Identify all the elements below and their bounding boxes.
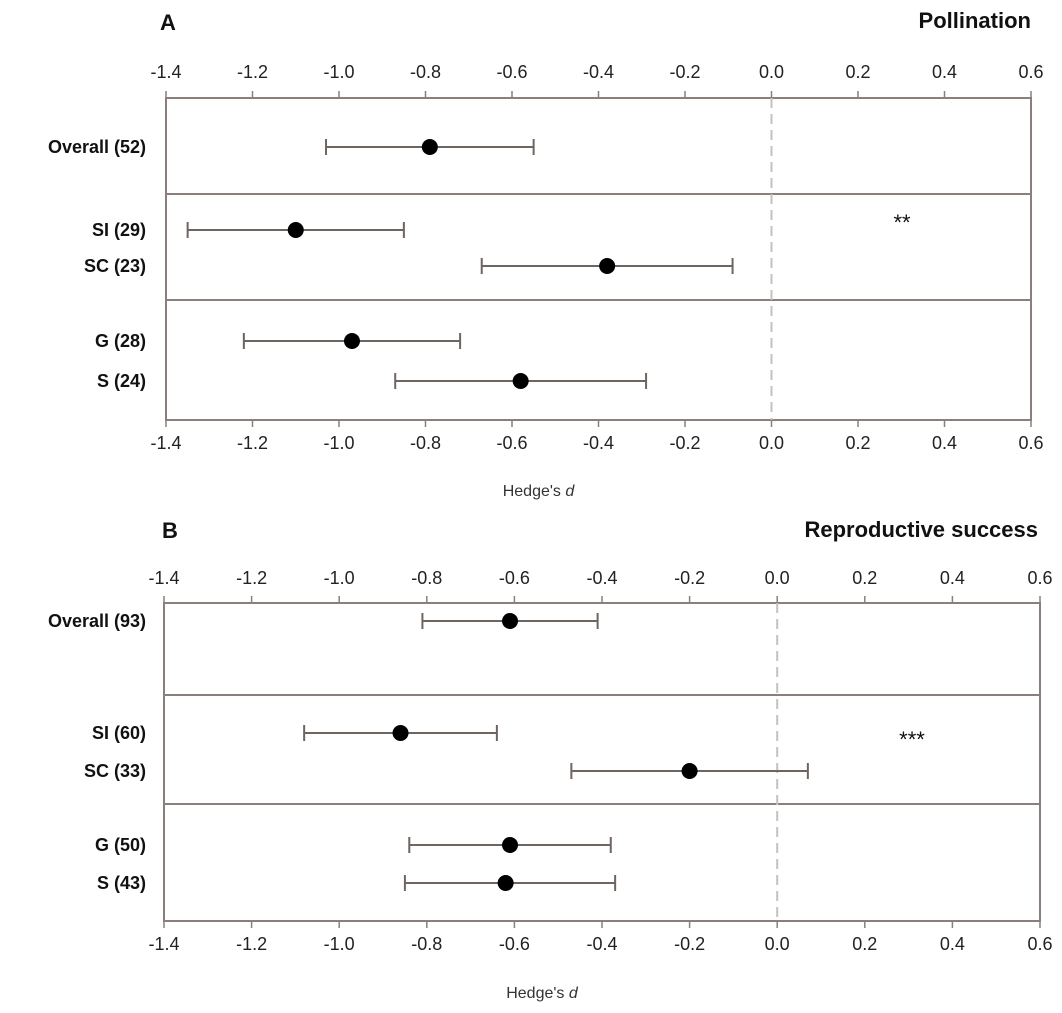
bottom-tick-label: -0.8 xyxy=(410,433,441,453)
top-tick-label: 0.0 xyxy=(765,568,790,588)
top-tick-label: -1.2 xyxy=(237,62,268,82)
panel-title: Pollination xyxy=(919,8,1031,33)
significance-marker: *** xyxy=(899,727,925,752)
bottom-tick-label: 0.4 xyxy=(932,433,957,453)
bottom-tick-label: 0.6 xyxy=(1027,934,1052,954)
top-tick-label: 0.2 xyxy=(852,568,877,588)
bottom-tick-label: -0.2 xyxy=(674,934,705,954)
panel-letter: A xyxy=(160,10,176,35)
top-tick-label: -0.4 xyxy=(586,568,617,588)
bottom-tick-label: 0.4 xyxy=(940,934,965,954)
forest-row: Overall (52) xyxy=(48,137,535,157)
top-tick-label: 0.6 xyxy=(1027,568,1052,588)
significance-marker: ** xyxy=(893,210,911,235)
bottom-tick-label: -1.4 xyxy=(148,934,179,954)
mean-point xyxy=(287,222,304,238)
forest-row: Overall (93) xyxy=(48,611,599,631)
top-tick-label: -1.4 xyxy=(148,568,179,588)
x-axis-label: Hedge's d xyxy=(503,483,576,500)
bottom-tick-label: -1.0 xyxy=(323,433,354,453)
bottom-tick-label: -1.4 xyxy=(150,433,181,453)
forest-row: SC (33) xyxy=(84,761,809,781)
forest-row: SC (23) xyxy=(84,256,734,276)
x-axis-label-italic: d xyxy=(565,483,575,500)
row-label: S (24) xyxy=(97,371,146,391)
bottom-tick-label: 0.0 xyxy=(759,433,784,453)
mean-point xyxy=(343,333,360,349)
top-tick-label: 0.4 xyxy=(940,568,965,588)
mean-point xyxy=(599,258,616,274)
top-tick-label: -1.2 xyxy=(236,568,267,588)
top-tick-label: -0.6 xyxy=(496,62,527,82)
mean-point xyxy=(502,837,519,853)
x-axis-label-text: Hedge's xyxy=(503,483,566,500)
bottom-tick-label: -1.2 xyxy=(237,433,268,453)
top-tick-label: -0.2 xyxy=(674,568,705,588)
top-tick-label: 0.6 xyxy=(1018,62,1043,82)
row-label: S (43) xyxy=(97,873,146,893)
bottom-tick-label: -0.4 xyxy=(586,934,617,954)
bottom-tick-label: -0.6 xyxy=(496,433,527,453)
plot-frame xyxy=(163,602,1041,922)
row-label: G (28) xyxy=(95,331,146,351)
forest-row: G (28) xyxy=(95,331,462,351)
row-label: SI (29) xyxy=(92,220,146,240)
x-axis-label: Hedge's d xyxy=(506,985,579,1002)
top-tick-label: -0.8 xyxy=(410,62,441,82)
panel-title: Reproductive success xyxy=(804,517,1038,542)
panel-b: B Reproductive success -1.4 -1.4 -1.2 -1.2 -1.… xyxy=(48,517,1053,1002)
mean-point xyxy=(497,875,514,891)
mean-point xyxy=(512,373,529,389)
bottom-tick-label: -0.8 xyxy=(411,934,442,954)
bottom-tick-label: -0.6 xyxy=(499,934,530,954)
row-label: SC (23) xyxy=(84,256,146,276)
row-label: SI (60) xyxy=(92,723,146,743)
bottom-tick-label: 0.2 xyxy=(852,934,877,954)
top-tick-label: -0.6 xyxy=(499,568,530,588)
bottom-tick-label: 0.0 xyxy=(765,934,790,954)
mean-point xyxy=(681,763,698,779)
forest-row: SI (60) xyxy=(92,723,498,743)
x-axis-label-text: Hedge's xyxy=(506,985,569,1002)
top-tick-label: 0.4 xyxy=(932,62,957,82)
forest-row: S (24) xyxy=(97,371,648,391)
bottom-tick-label: 0.2 xyxy=(845,433,870,453)
top-tick-label: -1.0 xyxy=(324,568,355,588)
forest-row: G (50) xyxy=(95,835,612,855)
bottom-tick-label: -0.2 xyxy=(669,433,700,453)
row-label: Overall (52) xyxy=(48,137,146,157)
panel-letter: B xyxy=(162,518,178,543)
mean-point xyxy=(421,139,438,155)
forest-row: SI (29) xyxy=(92,220,405,240)
row-label: SC (33) xyxy=(84,761,146,781)
top-tick-label: -1.4 xyxy=(150,62,181,82)
top-tick-label: 0.2 xyxy=(845,62,870,82)
row-label: Overall (93) xyxy=(48,611,146,631)
bottom-tick-label: -1.2 xyxy=(236,934,267,954)
bottom-tick-label: -0.4 xyxy=(583,433,614,453)
top-tick-label: -0.4 xyxy=(583,62,614,82)
x-axis-label-italic: d xyxy=(569,985,579,1002)
mean-point xyxy=(392,725,409,741)
panel-a: A Pollination -1.4 -1.4 -1.2 -1.2 -1.0 -1.0 -0.8… xyxy=(48,8,1044,500)
bottom-tick-label: -1.0 xyxy=(324,934,355,954)
forest-row: S (43) xyxy=(97,873,617,893)
top-tick-label: -0.2 xyxy=(669,62,700,82)
mean-point xyxy=(502,613,519,629)
top-tick-label: 0.0 xyxy=(759,62,784,82)
top-tick-label: -1.0 xyxy=(323,62,354,82)
top-tick-label: -0.8 xyxy=(411,568,442,588)
row-label: G (50) xyxy=(95,835,146,855)
plot-frame xyxy=(165,97,1032,421)
bottom-tick-label: 0.6 xyxy=(1018,433,1043,453)
